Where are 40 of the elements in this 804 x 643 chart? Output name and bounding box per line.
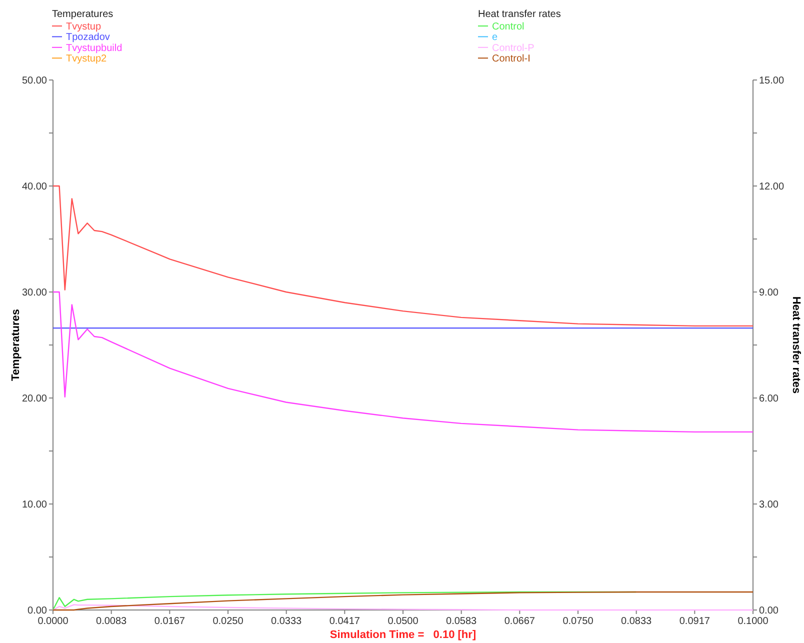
- y-tick-label: 40.00: [22, 182, 48, 192]
- x-tick-label: 0.0750: [562, 616, 594, 627]
- line-series: [52, 291, 754, 433]
- x-tick-label: 0.0333: [271, 616, 302, 627]
- y-tick-label: 10.00: [22, 500, 48, 510]
- y-tick-label: 50.00: [22, 76, 48, 86]
- y2-tick-label: 3.00: [759, 500, 779, 510]
- x-tick-label: 0.0250: [212, 616, 244, 627]
- legend-label: Tvystupbuild: [66, 42, 122, 54]
- legend-label: Tvystup: [66, 22, 102, 32]
- text: Temperatures: [52, 9, 114, 20]
- x-axis-title: Simulation Time = 0.10 [hr]: [330, 629, 476, 641]
- x-tick-label: 0.0667: [504, 616, 536, 627]
- legend-label: Control: [492, 22, 524, 32]
- y-tick-label: 20.00: [22, 394, 48, 404]
- x-tick-label: 0.0500: [388, 616, 419, 627]
- line-series: [52, 185, 754, 327]
- y2-axis-title: Heat transfer rates: [790, 296, 802, 394]
- legend-label: Tvystup2: [66, 54, 108, 65]
- x-tick-label: 0.0583: [446, 616, 478, 627]
- y-axis-title: Temperatures: [10, 309, 22, 381]
- x-tick-label: 0.0083: [96, 616, 128, 627]
- text: Heat transfer rates: [478, 9, 561, 20]
- y-tick-label: 30.00: [22, 288, 48, 298]
- x-tick-label: 0.0417: [329, 616, 360, 627]
- y2-tick-label: 0.00: [759, 606, 779, 616]
- x-tick-label: 0.0167: [154, 616, 186, 627]
- legend-label: Control-I: [492, 54, 530, 65]
- x-tick-label: 0.0833: [621, 616, 652, 627]
- y2-tick-label: 6.00: [759, 394, 779, 404]
- legend-label: e: [492, 32, 498, 44]
- x-tick-label: 0.1000: [738, 616, 769, 627]
- x-tick-label: 0.0000: [38, 616, 69, 627]
- y2-tick-label: 12.00: [759, 182, 784, 192]
- legend-label: Control-P: [492, 42, 535, 54]
- y2-tick-label: 9.00: [759, 288, 779, 298]
- x-tick-label: 0.0917: [679, 616, 710, 627]
- y-tick-label: 0.00: [28, 606, 48, 616]
- y2-tick-label: 15.00: [759, 76, 784, 86]
- legend-label: Tpozadov: [66, 32, 110, 44]
